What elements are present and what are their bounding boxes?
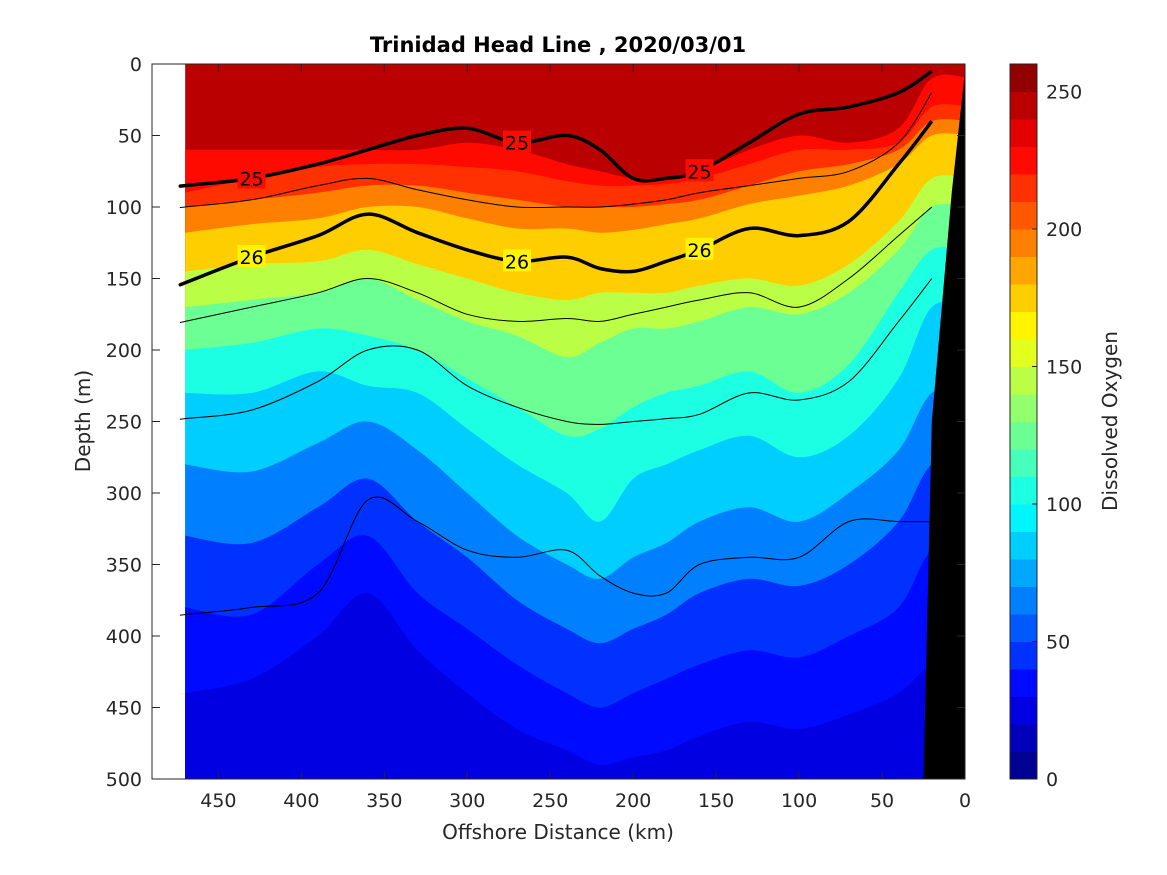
colorbar-segment (1010, 256, 1037, 285)
colorbar-segment (1010, 751, 1037, 780)
x-tick-label: 350 (366, 790, 402, 812)
density-contour (179, 92, 933, 209)
contour-label: 25 (239, 168, 263, 190)
contour-label-bg (237, 245, 266, 268)
x-tick-label: 200 (615, 790, 651, 812)
y-tick-label: 0 (130, 54, 142, 76)
contour-label-bg (237, 166, 266, 189)
chart-title: Trinidad Head Line , 2020/03/01 (370, 33, 746, 57)
oxygen-field (180, 64, 965, 779)
colorbar-segment (1010, 311, 1037, 340)
colorbar (1010, 64, 1037, 780)
y-axis-title: Depth (m) (71, 370, 95, 472)
x-tick-label: 400 (283, 790, 319, 812)
y-tick-label: 500 (106, 769, 142, 791)
colorbar-segment (1010, 696, 1037, 725)
x-tick-label: 150 (698, 790, 734, 812)
colorbar-segment (1010, 421, 1037, 450)
colorbar-segment (1010, 229, 1037, 257)
x-axis: 450 400 350 300 250 200 150 100 50 0 (200, 64, 971, 812)
colorbar-segment (1010, 394, 1037, 422)
colorbar-tick-label: 100 (1046, 494, 1082, 516)
colorbar-tick-label: 50 (1046, 632, 1070, 654)
colorbar-segment (1010, 504, 1037, 532)
density-contours: 25 25 25 26 26 26 (178, 69, 934, 616)
contour-label-bg (685, 159, 714, 182)
contour-label-bg (503, 130, 532, 153)
x-tick-label: 0 (959, 790, 971, 812)
y-tick-label: 150 (106, 269, 142, 291)
contour-label: 25 (505, 133, 529, 155)
y-tick-label: 400 (106, 626, 142, 648)
x-tick-label: 250 (532, 790, 568, 812)
colorbar-segment (1010, 366, 1037, 395)
density-contour (179, 496, 932, 616)
colorbar-segment (1010, 724, 1037, 752)
colorbar-ticks: 0 50 100 150 200 250 (1032, 82, 1082, 791)
oxygen-band (180, 593, 965, 779)
seafloor-mask (923, 71, 965, 779)
colorbar-segment (1010, 146, 1037, 175)
x-tick-label: 100 (781, 790, 817, 812)
colorbar-segment (1010, 669, 1037, 697)
y-tick-label: 250 (106, 412, 142, 434)
x-tick-label: 50 (870, 790, 894, 812)
colorbar-segment (1010, 531, 1037, 560)
y-tick-label: 350 (106, 555, 142, 577)
y-tick-label: 450 (106, 698, 142, 720)
colorbar-frame (1009, 63, 1038, 780)
colorbar-tick-label: 200 (1046, 219, 1082, 241)
colorbar-segment (1010, 339, 1037, 367)
colorbar-segment (1010, 586, 1037, 615)
density-contour (179, 206, 933, 323)
colorbar-segment (1010, 119, 1037, 147)
x-axis-title: Offshore Distance (km) (442, 820, 674, 844)
colorbar-segment (1010, 91, 1037, 120)
y-tick-label: 100 (106, 197, 142, 219)
colorbar-tick-label: 0 (1046, 769, 1058, 791)
contour-label: 25 (687, 161, 711, 183)
x-tick-label: 450 (200, 790, 236, 812)
colorbar-segment (1010, 559, 1037, 587)
density-contour (179, 278, 933, 425)
colorbar-segment (1010, 174, 1037, 202)
colorbar-segment (1010, 284, 1037, 312)
colorbar-tick-label: 250 (1046, 82, 1082, 104)
colorbar-segment (1010, 641, 1037, 670)
contour-label-bg (503, 249, 532, 272)
colorbar-segment (1010, 449, 1037, 477)
density-contour (178, 120, 934, 287)
x-tick-label: 300 (449, 790, 485, 812)
colorbar-segment (1010, 614, 1037, 642)
contour-label: 26 (505, 251, 529, 273)
colorbar-segment (1010, 476, 1037, 505)
contour-label-bg (685, 237, 714, 260)
contour-label: 26 (687, 240, 711, 262)
colorbar-title: Dissolved Oxygen (1098, 331, 1122, 511)
y-tick-label: 300 (106, 483, 142, 505)
colorbar-tick-label: 150 (1046, 357, 1082, 379)
contour-label: 26 (239, 247, 263, 269)
y-axis: 0 50 100 150 200 250 300 350 400 450 500 (106, 54, 965, 791)
y-tick-label: 50 (118, 126, 142, 148)
colorbar-segment (1010, 201, 1037, 230)
colorbar-segment (1010, 64, 1037, 92)
y-tick-label: 200 (106, 340, 142, 362)
density-contour (178, 69, 933, 188)
